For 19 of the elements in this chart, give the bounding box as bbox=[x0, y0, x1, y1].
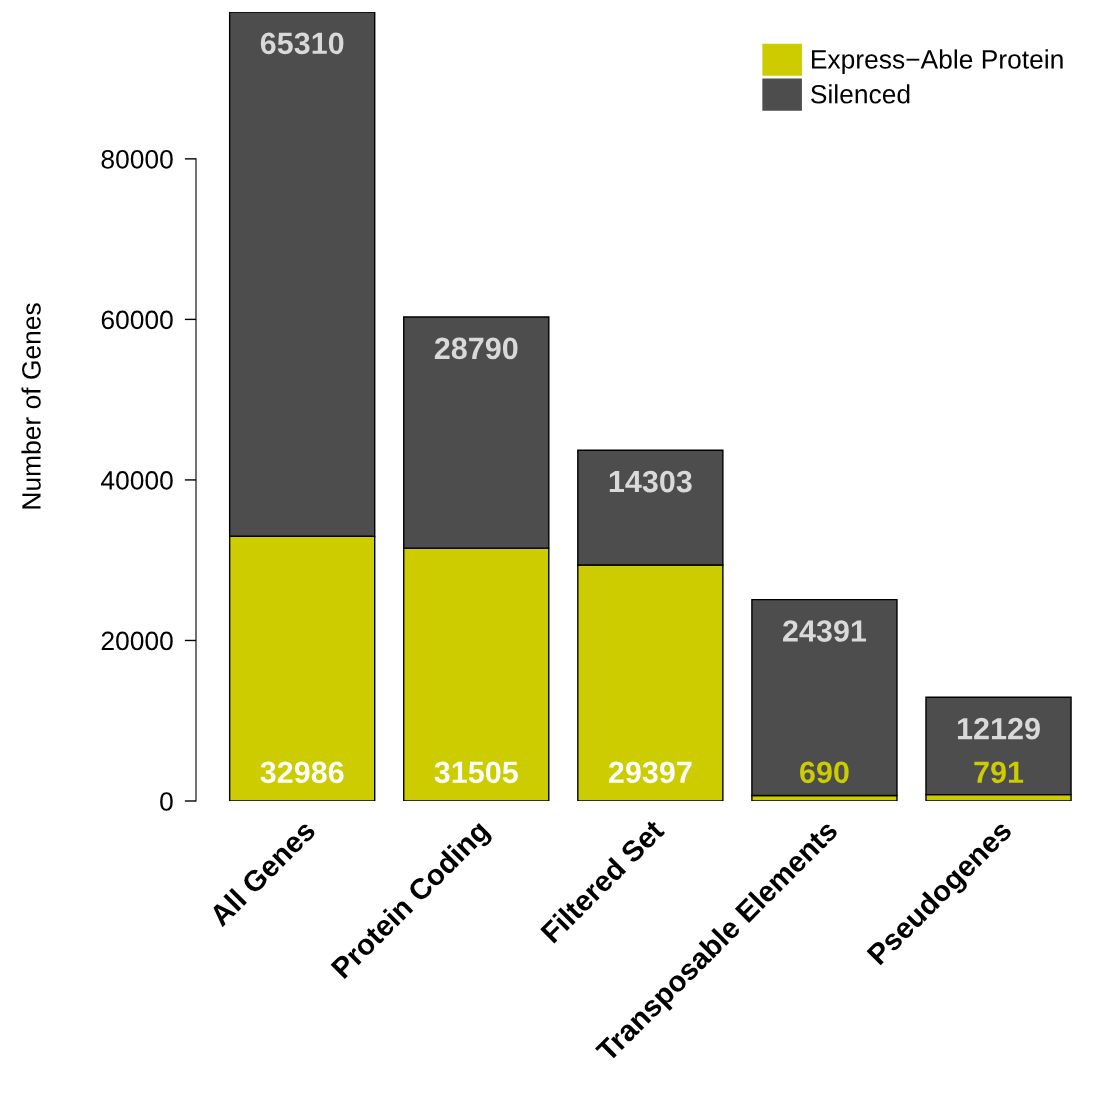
data-label: 14303 bbox=[609, 470, 692, 493]
y-axis-title: Number of Genes bbox=[21, 303, 41, 509]
data-label: 29397 bbox=[608, 761, 692, 784]
data-label: 32986 bbox=[260, 761, 344, 784]
data-label: 690 bbox=[800, 761, 849, 784]
data-label: 65310 bbox=[260, 32, 344, 55]
data-label: 28790 bbox=[434, 337, 518, 360]
bar bbox=[751, 598, 898, 797]
legend-label: Silenced bbox=[811, 84, 910, 104]
legend-label: Express−Able Protein bbox=[812, 49, 1063, 74]
y-tick-label: 20000 bbox=[101, 631, 173, 651]
data-label: 24391 bbox=[783, 620, 867, 642]
y-tick-label: 80000 bbox=[101, 149, 173, 169]
data-label: 31505 bbox=[434, 761, 518, 784]
data-label: 791 bbox=[974, 761, 1024, 784]
y-tick-label: 40000 bbox=[101, 471, 173, 490]
y-tick-label: 60000 bbox=[101, 310, 173, 330]
data-label: 12129 bbox=[957, 717, 1040, 740]
y-tick-label: 0 bbox=[160, 792, 173, 811]
